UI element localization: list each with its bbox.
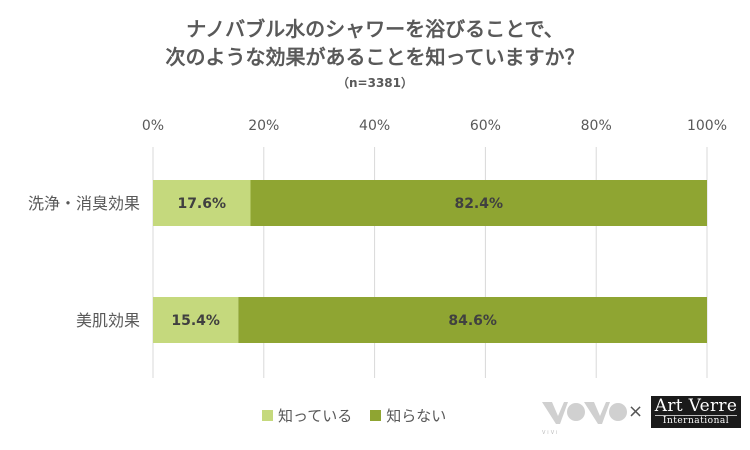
chart-title-line1: ナノバブル水のシャワーを浴びることで、: [186, 17, 564, 41]
x-tick-label-80: 80%: [581, 118, 612, 134]
category-label-1: 美肌効果: [76, 311, 140, 330]
art-verre-logo-main: Art Verre: [654, 396, 738, 416]
category-label-0: 洗浄・消臭効果: [28, 194, 140, 213]
chart-legend: 知っている 知らない: [262, 405, 464, 426]
data-label-1-1: 84.6%: [448, 313, 497, 329]
legend-item-unknown: 知らない: [370, 405, 446, 426]
art-verre-logo-sub: International: [655, 415, 737, 427]
data-label-0-1: 15.4%: [171, 313, 220, 329]
x-tick-label-0: 0%: [142, 118, 164, 134]
data-label-0-0: 17.6%: [177, 196, 226, 212]
legend-item-known: 知っている: [262, 405, 352, 426]
legend-swatch-unknown: [370, 410, 382, 421]
bar-0-1: [153, 297, 239, 343]
logo-separator: ×: [628, 401, 644, 422]
vivi-logo-text: ViVi: [542, 430, 559, 436]
chart-subtitle: （n=3381）: [337, 76, 413, 90]
x-tick-label-100: 100%: [687, 118, 727, 134]
chart-title-line2: 次のような効果があることを知っていますか？: [165, 45, 585, 69]
bar-1-0: [250, 180, 707, 226]
x-tick-label-40: 40%: [359, 118, 390, 134]
x-tick-label-60: 60%: [470, 118, 501, 134]
vivi-logo: ViVi: [542, 402, 627, 436]
art-verre-logo: Art Verre International: [651, 396, 741, 428]
legend-label-unknown: 知らない: [386, 407, 447, 425]
legend-swatch-known: [262, 410, 273, 421]
bar-0-0: [153, 180, 251, 226]
x-tick-label-20: 20%: [248, 118, 279, 134]
data-label-1-0: 82.4%: [454, 196, 503, 212]
bar-1-1: [238, 297, 708, 343]
legend-label-known: 知っている: [278, 407, 353, 425]
